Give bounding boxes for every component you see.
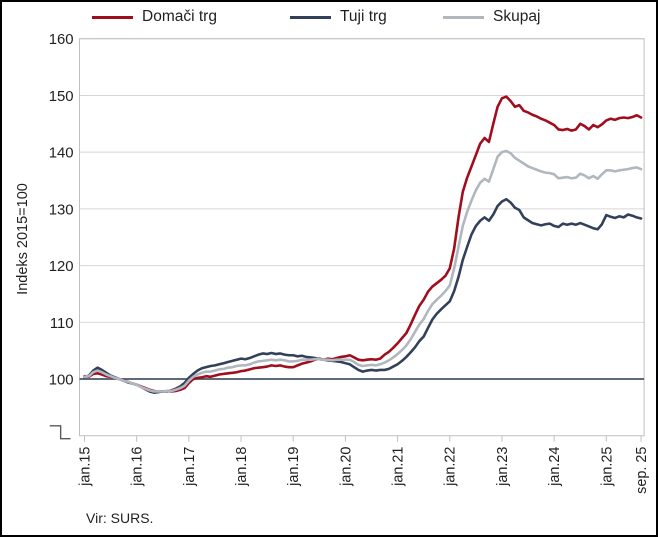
y-tick-label-130: 130 xyxy=(49,202,74,218)
legend-swatch-tuji-trg xyxy=(290,15,331,19)
y-tick-label-110: 110 xyxy=(50,316,74,332)
plot-border xyxy=(79,38,645,437)
legend-swatch-domaci-trg xyxy=(92,15,133,19)
x-tick-label-jan.20: jan.20 xyxy=(338,447,354,487)
series-line-skupaj xyxy=(83,149,643,393)
x-tick-label-jan.19: jan.19 xyxy=(286,447,302,487)
legend-label-tuji-trg: Tuji trg xyxy=(340,8,387,25)
x-tick-label-jan.22: jan.22 xyxy=(443,447,459,487)
x-tick-label-jan.25: jan.25 xyxy=(599,447,615,487)
legend-label-skupaj: Skupaj xyxy=(493,8,541,25)
series-line-tuji-trg xyxy=(83,197,643,394)
y-tick-label-160: 160 xyxy=(49,32,74,48)
x-tick-label-jan.17: jan.17 xyxy=(182,447,198,487)
axis-break-icon xyxy=(49,425,71,440)
legend-item-domaci-trg: Domači trg xyxy=(92,6,217,28)
legend-label-domaci-trg: Domači trg xyxy=(142,8,217,25)
x-tick-label-jan.24: jan.24 xyxy=(547,447,563,487)
x-tick-label-jan.18: jan.18 xyxy=(234,447,250,487)
series-line-domači-trg xyxy=(83,95,643,393)
x-tick-label-sep. 25: sep. 25 xyxy=(634,447,650,494)
x-tick-label-jan.16: jan.16 xyxy=(130,447,146,487)
legend-item-skupaj: Skupaj xyxy=(443,6,540,28)
x-tick-label-jan.21: jan.21 xyxy=(391,447,407,487)
y-tick-label-100: 100 xyxy=(49,372,74,388)
y-tick-label-120: 120 xyxy=(49,259,74,275)
y-tick-label-140: 140 xyxy=(49,146,74,162)
chart-legend: Domači trg Tuji trg Skupaj xyxy=(2,6,656,28)
source-note: Vir: SURS. xyxy=(86,510,154,526)
legend-item-tuji-trg: Tuji trg xyxy=(290,6,387,28)
x-tick-label-jan.23: jan.23 xyxy=(495,447,511,487)
x-tick-label-jan.15: jan.15 xyxy=(77,447,93,487)
y-tick-label-150: 150 xyxy=(49,89,74,105)
legend-swatch-skupaj xyxy=(443,15,484,19)
